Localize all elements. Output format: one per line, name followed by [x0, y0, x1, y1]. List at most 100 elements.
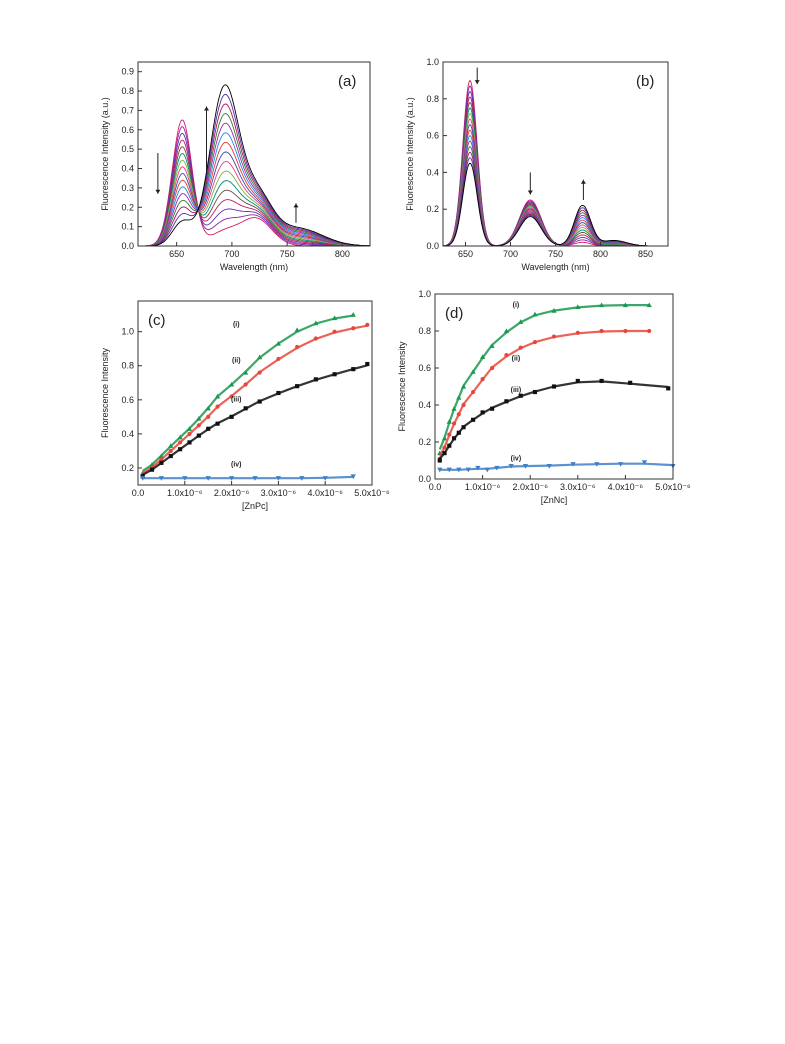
- y-tick-label: 0.8: [121, 361, 134, 371]
- x-axis-label: [ZnPc]: [242, 501, 268, 511]
- x-tick-label: 1.0x10⁻⁶: [167, 488, 203, 498]
- x-tick-label: 0.0: [429, 482, 442, 492]
- data-point: [350, 474, 356, 480]
- data-point: [489, 343, 495, 348]
- x-tick-label: 1.0x10⁻⁶: [465, 482, 501, 492]
- data-point: [575, 330, 580, 335]
- y-tick-label: 0.2: [418, 437, 431, 447]
- spectrum-line: [138, 84, 371, 247]
- series-label: (iv): [231, 461, 242, 468]
- y-tick-label: 0.6: [121, 125, 134, 135]
- data-point: [446, 467, 452, 473]
- y-tick-label: 0.2: [121, 202, 134, 212]
- y-tick-label: 0.1: [121, 222, 134, 232]
- y-axis-label: Fluorescence Intensity: [100, 347, 110, 438]
- data-point: [599, 302, 605, 308]
- data-point: [641, 460, 648, 465]
- data-point: [442, 451, 447, 456]
- y-tick-label: 1.0: [426, 57, 439, 67]
- data-point: [570, 462, 576, 467]
- data-point: [623, 328, 628, 334]
- x-axis-label: Wavelength (nm): [521, 262, 589, 272]
- data-point: [628, 380, 633, 385]
- y-tick-label: 0.4: [121, 164, 134, 174]
- data-point: [295, 344, 300, 350]
- data-point: [332, 329, 337, 334]
- data-point: [480, 410, 485, 415]
- data-point: [196, 423, 201, 428]
- data-point: [456, 395, 462, 400]
- data-point: [522, 463, 529, 469]
- y-tick-label: 0.0: [121, 241, 134, 251]
- data-point: [456, 412, 461, 417]
- data-point: [551, 384, 557, 389]
- data-point: [461, 402, 466, 408]
- x-tick-label: 750: [280, 249, 295, 259]
- data-point: [518, 319, 524, 324]
- data-point: [437, 458, 442, 463]
- x-tick-label: 650: [458, 249, 473, 259]
- data-point: [575, 378, 580, 384]
- data-point: [229, 476, 235, 481]
- data-point: [532, 340, 538, 345]
- data-point: [332, 372, 337, 377]
- y-tick-label: 0.8: [418, 326, 431, 336]
- data-point: [365, 322, 370, 327]
- data-point: [229, 414, 234, 419]
- data-point: [186, 426, 193, 431]
- y-tick-label: 0.0: [418, 474, 431, 484]
- data-point: [257, 354, 263, 360]
- data-point: [168, 453, 173, 459]
- x-tick-label: 5.0x10⁻⁶: [354, 488, 390, 498]
- x-axis-label: Wavelength (nm): [220, 262, 288, 272]
- x-tick-label: 850: [638, 249, 653, 259]
- data-point: [470, 369, 476, 374]
- data-point: [451, 406, 457, 411]
- fit-curve: [142, 475, 354, 480]
- data-point: [480, 354, 486, 359]
- arrow-head: [474, 80, 480, 85]
- y-tick-label: 0.8: [121, 86, 134, 96]
- y-tick-label: 0.4: [426, 167, 439, 177]
- data-point: [313, 320, 319, 326]
- series-label: (ii): [512, 356, 521, 363]
- series-label: (i): [513, 302, 520, 309]
- data-point: [159, 457, 164, 462]
- x-tick-label: 800: [335, 249, 350, 259]
- panel-label: (a): [338, 73, 356, 90]
- data-point: [140, 476, 146, 481]
- y-tick-label: 1.0: [121, 327, 134, 337]
- x-tick-label: 700: [503, 249, 518, 259]
- data-point: [465, 467, 471, 473]
- data-point: [243, 406, 248, 411]
- panel-label: (d): [445, 305, 463, 322]
- x-tick-label: 3.0x10⁻⁶: [261, 488, 297, 498]
- data-point: [646, 302, 652, 308]
- data-point: [575, 304, 581, 310]
- data-point: [451, 436, 457, 441]
- y-tick-label: 0.2: [426, 204, 439, 214]
- x-tick-label: 650: [169, 249, 184, 259]
- data-point: [205, 405, 211, 411]
- data-point: [461, 425, 466, 430]
- data-point: [475, 465, 481, 471]
- data-point: [504, 352, 509, 358]
- chart-panel-b: 650 700 750 800 850 0.0 0.2 0.4 0.6 0.8 1.0 Wavelen…: [405, 57, 669, 272]
- y-tick-label: 0.4: [418, 400, 431, 410]
- spectrum-line: [138, 113, 370, 247]
- y-tick-label: 0.8: [426, 94, 439, 104]
- spectrum-line: [138, 161, 370, 247]
- spectrum-line: [138, 153, 370, 247]
- x-tick-label: 5.0x10⁻⁶: [655, 482, 691, 492]
- data-point: [456, 467, 462, 473]
- y-tick-label: 0.6: [426, 131, 439, 141]
- data-point: [441, 435, 448, 441]
- data-point: [206, 414, 211, 419]
- chart-panel-d: (i) (ii) (iii) (iv) 0.0 1.0x10⁻⁶ 2.0x10⁻⁶ 3.0x1…: [397, 289, 691, 505]
- data-point: [276, 390, 281, 396]
- arrow-head: [203, 106, 209, 111]
- data-point: [551, 334, 557, 339]
- spectrum-line: [138, 146, 370, 247]
- data-point: [276, 356, 281, 362]
